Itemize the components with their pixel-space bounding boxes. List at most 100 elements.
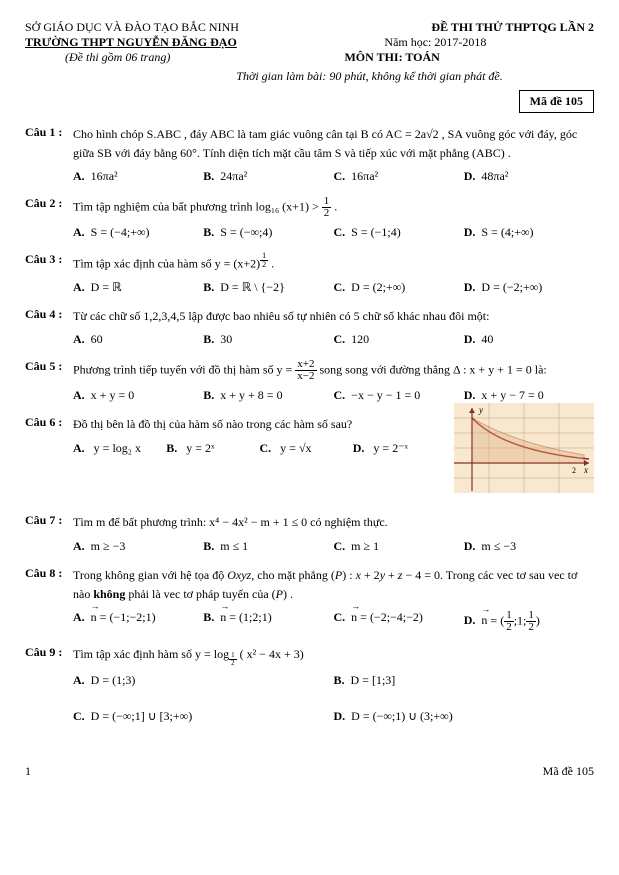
vec-n-icon: n	[91, 610, 97, 625]
q4-d: 40	[481, 332, 493, 346]
q5-b: x + y + 8 = 0	[220, 388, 282, 402]
q9-opt-d: D.D = (−∞;1) ∪ (3;+∞)	[334, 709, 595, 724]
question-1: Câu 1 : Cho hình chóp S.ABC , đáy ABC là…	[25, 125, 594, 163]
q2-body: Tìm tập nghiệm của bất phương trình log₁…	[73, 196, 594, 219]
q7-body: Tìm m để bất phương trình: x⁴ − 4x² − m …	[73, 513, 594, 532]
year: Năm học: 2017-2018	[277, 35, 594, 50]
q9-d: D = (−∞;1) ∪ (3;+∞)	[351, 709, 453, 723]
q9-a: D = (1;3)	[91, 673, 136, 687]
q2-a: S = (−4;+∞)	[91, 225, 150, 239]
q4-opt-b: B.30	[203, 332, 333, 347]
q5-options: A.x + y = 0 B.x + y + 8 = 0 C.−x − y − 1…	[73, 388, 594, 403]
q6-label: Câu 6 :	[25, 415, 65, 430]
question-7: Câu 7 : Tìm m để bất phương trình: x⁴ − …	[25, 513, 594, 532]
q3-opt-d: D.D = (−2;+∞)	[464, 280, 594, 295]
q3-d: D = (−2;+∞)	[481, 280, 542, 294]
q3-label: Câu 3 :	[25, 252, 65, 267]
page-number: 1	[25, 764, 31, 779]
vec-n-icon: n	[481, 613, 487, 628]
header-row: SỞ GIÁO DỤC VÀ ĐÀO TẠO BẮC NINH ĐỀ THI T…	[25, 20, 594, 35]
header-row-3: (Đề thi gồm 06 trang) MÔN THI: TOÁN	[25, 50, 594, 65]
q3-b: D = ℝ \ {−2}	[220, 280, 285, 294]
q7-opt-a: A.m ≥ −3	[73, 539, 203, 554]
q6-opt-b: B. y = 2ˣ	[166, 439, 259, 458]
exam-time: Thời gian làm bài: 90 phút, không kể thờ…	[145, 69, 594, 84]
q7-opt-b: B.m ≤ 1	[203, 539, 333, 554]
vec-n-icon: n	[220, 610, 226, 625]
dept-line: SỞ GIÁO DỤC VÀ ĐÀO TẠO BẮC NINH	[25, 20, 239, 35]
q8-d-frac2: 12	[526, 610, 536, 633]
exam-code: Mã đề 105	[519, 90, 594, 113]
question-6-wrap: Câu 6 : Đồ thị bên là đồ thị của hàm số …	[25, 403, 594, 493]
q1-d: 48πa²	[481, 169, 508, 183]
q4-opt-d: D.40	[464, 332, 594, 347]
q9-base-den: 2	[229, 660, 237, 667]
q9-opt-a: A.D = (1;3)	[73, 673, 334, 703]
q7-b: m ≤ 1	[220, 539, 248, 553]
q2-b: S = (−∞;4)	[220, 225, 272, 239]
q2-text: Tìm tập nghiệm của bất phương trình log₁…	[73, 200, 322, 214]
q1-sqrt: √2	[426, 127, 439, 141]
q6-graph: y x 2	[454, 403, 594, 493]
q5-d: x + y − 7 = 0	[481, 388, 543, 402]
q2-d: S = (4;+∞)	[481, 225, 533, 239]
q2-opt-b: B.S = (−∞;4)	[203, 225, 333, 240]
q8-a: = (−1;−2;1)	[97, 610, 156, 624]
q1-opt-a: A.16πa²	[73, 169, 203, 184]
q1-options: A.16πa² B.24πa² C.16πa² D.48πa²	[73, 169, 594, 184]
paper-note: (Đề thi gồm 06 trang)	[65, 50, 170, 65]
school-name: TRƯỜNG THPT NGUYỄN ĐĂNG ĐẠO	[25, 35, 237, 50]
q9-text-a: Tìm tập xác định hàm số y = log	[73, 647, 229, 661]
q8-body: Trong không gian với hệ tọa độ Oxyz, cho…	[73, 566, 594, 604]
q3-options: A.D = ℝ B.D = ℝ \ {−2} C.D = (2;+∞) D.D …	[73, 280, 594, 295]
graph-y-label: y	[478, 405, 483, 415]
q6-c: y = √x	[280, 441, 311, 455]
graph-tick-2: 2	[572, 466, 576, 475]
question-9: Câu 9 : Tìm tập xác định hàm số y = log1…	[25, 645, 594, 667]
q1-opt-c: C.16πa²	[334, 169, 464, 184]
q2-frac-den: 2	[322, 208, 332, 219]
q1-c: 16πa²	[351, 169, 378, 183]
q6-body: Đồ thị bên là đồ thị của hàm số nào tron…	[73, 415, 446, 434]
q7-c: m ≥ 1	[351, 539, 379, 553]
q1-opt-b: B.24πa²	[203, 169, 333, 184]
q1-b: 24πa²	[220, 169, 247, 183]
q5-opt-c: C.−x − y − 1 = 0	[334, 388, 464, 403]
q8-options: A.n = (−1;−2;1) B.n = (1;2;1) C.n = (−2;…	[73, 610, 594, 633]
q2-options: A.S = (−4;+∞) B.S = (−∞;4) C.S = (−1;4) …	[73, 225, 594, 240]
q8-d-frac1: 12	[504, 610, 514, 633]
q2-c: S = (−1;4)	[351, 225, 401, 239]
q1-label: Câu 1 :	[25, 125, 65, 140]
question-4: Câu 4 : Từ các chữ số 1,2,3,4,5 lập được…	[25, 307, 594, 326]
q7-d: m ≤ −3	[481, 539, 516, 553]
q5-a: x + y = 0	[91, 388, 135, 402]
question-6: Câu 6 : Đồ thị bên là đồ thị của hàm số …	[25, 415, 446, 434]
q6-opt-a: A. y = log₂ x	[73, 439, 166, 458]
q1-body: Cho hình chóp S.ABC , đáy ABC là tam giá…	[73, 125, 594, 163]
q8-opt-c: C.n = (−2;−4;−2)	[334, 610, 464, 633]
q4-options: A.60 B.30 C.120 D.40	[73, 332, 594, 347]
q7-opt-d: D.m ≤ −3	[464, 539, 594, 554]
q7-options: A.m ≥ −3 B.m ≤ 1 C.m ≥ 1 D.m ≤ −3	[73, 539, 594, 554]
q9-options: A.D = (1;3) B.D = [1;3] C.D = (−∞;1] ∪ […	[73, 673, 594, 724]
q8-label: Câu 8 :	[25, 566, 65, 581]
q2-opt-a: A.S = (−4;+∞)	[73, 225, 203, 240]
q6-options: A. y = log₂ x B. y = 2ˣ C. y = √x D. y =…	[73, 439, 446, 458]
q1-text-a: Cho hình chóp S.ABC , đáy ABC là tam giá…	[73, 127, 426, 141]
graph-x-label: x	[583, 465, 588, 475]
vec-n-icon: n	[351, 610, 357, 625]
q5-frac: x+2x−2	[295, 359, 316, 382]
q9-base: 12	[229, 653, 237, 663]
q5-body: Phương trình tiếp tuyến với đồ thị hàm s…	[73, 359, 594, 382]
q8-d-mid: ;1;	[514, 613, 527, 627]
q8-d-d1: 2	[504, 622, 514, 633]
q5-text-a: Phương trình tiếp tuyến với đồ thị hàm s…	[73, 363, 295, 377]
q5-label: Câu 5 :	[25, 359, 65, 374]
q9-text-b: ( x² − 4x + 3)	[237, 647, 304, 661]
q2-opt-d: D.S = (4;+∞)	[464, 225, 594, 240]
q3-text: Tìm tập xác định của hàm số y = (x+2)	[73, 257, 260, 271]
q5-text-b: song song với đường thẳng Δ : x + y + 1 …	[320, 363, 547, 377]
q3-a: D = ℝ	[91, 280, 122, 294]
q3-exp-den: 2	[260, 261, 268, 269]
footer: 1 Mã đề 105	[25, 764, 594, 779]
